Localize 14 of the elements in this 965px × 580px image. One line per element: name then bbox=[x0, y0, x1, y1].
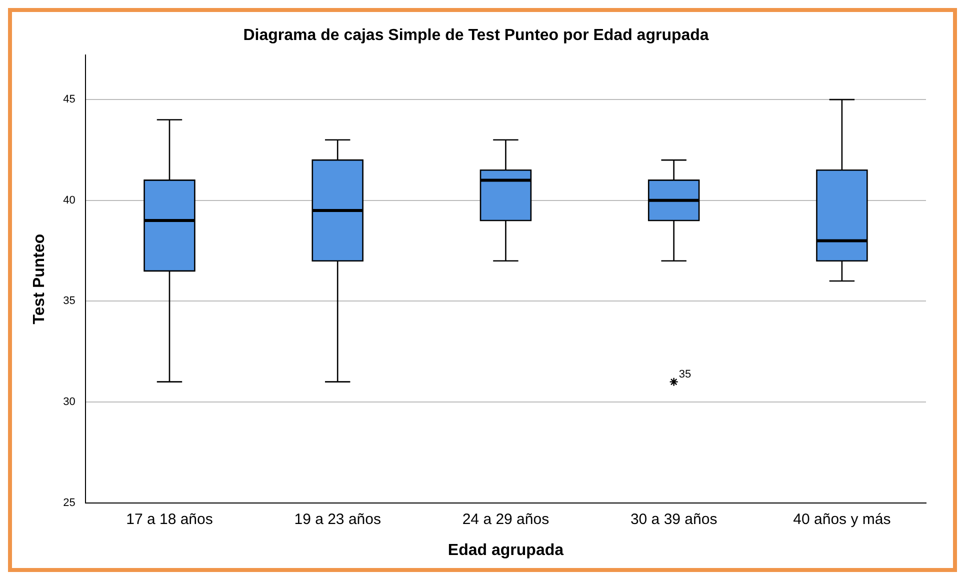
y-tick-label: 25 bbox=[63, 496, 76, 509]
x-tick-label: 40 años y más bbox=[793, 510, 891, 528]
x-tick-label: 24 a 29 años bbox=[462, 510, 550, 528]
y-tick-label: 30 bbox=[63, 396, 76, 408]
annotation: 35 bbox=[678, 368, 692, 380]
x-tick-label: 30 a 39 años bbox=[630, 510, 718, 528]
x-tick-label: 19 a 23 años bbox=[294, 510, 381, 528]
x-tick-label: 17 a 18 años bbox=[126, 510, 213, 528]
y-axis-title: Test Punteo bbox=[31, 234, 48, 324]
y-tick-label: 35 bbox=[63, 295, 76, 308]
y-tick-label: 40 bbox=[63, 194, 76, 206]
x-axis-title: Edad agrupada bbox=[448, 542, 564, 559]
chart-title: Diagrama de cajas Simple de Test Punteo por Edad agrupada bbox=[243, 27, 709, 44]
y-tick-label: 45 bbox=[63, 94, 76, 106]
